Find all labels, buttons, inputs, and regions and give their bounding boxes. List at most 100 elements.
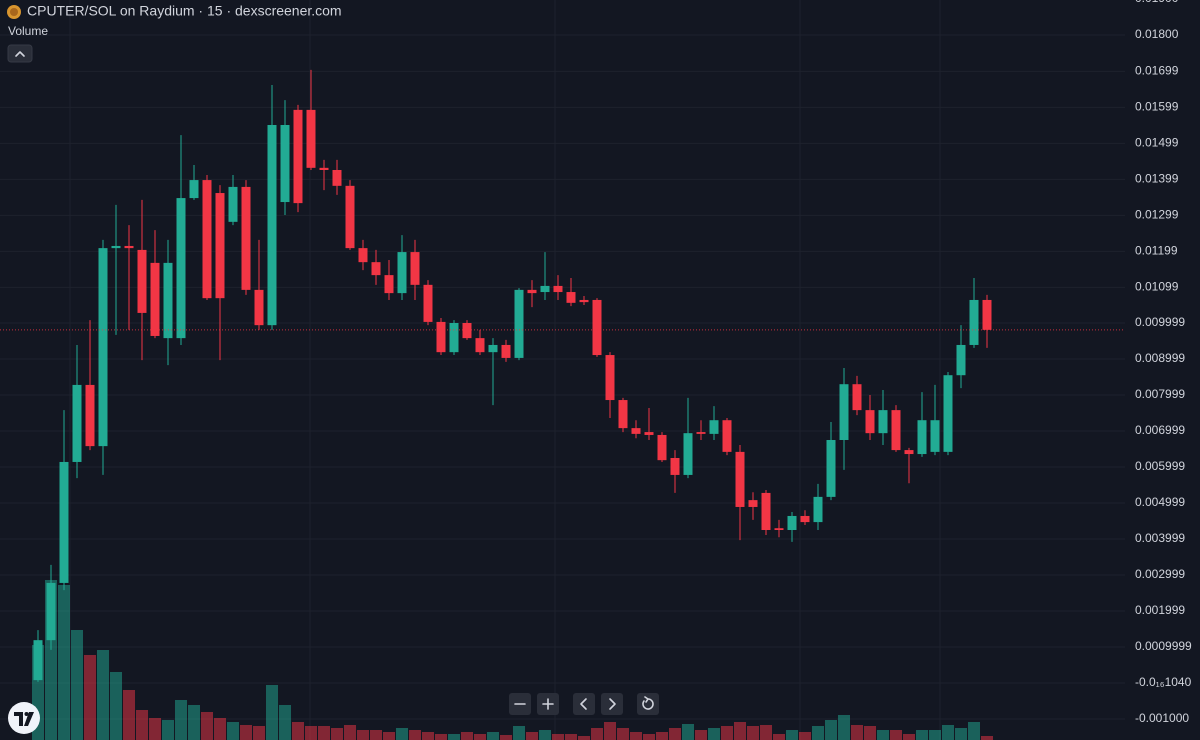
volume-bar	[617, 728, 629, 740]
volume-bar	[58, 585, 70, 740]
volume-bar	[318, 726, 330, 740]
candle-body	[709, 420, 719, 434]
candle-body	[527, 289, 537, 294]
volume-bar	[331, 728, 343, 740]
candle-body	[332, 169, 342, 186]
candle-body	[657, 434, 667, 461]
candle-body	[930, 420, 940, 452]
candle-body	[735, 451, 745, 507]
y-tick-label: -0.001000	[1135, 711, 1189, 725]
volume-bar	[396, 728, 408, 740]
button-bg	[573, 693, 595, 715]
volume-bar	[838, 715, 850, 740]
y-tick-label: 0.01199	[1135, 244, 1178, 258]
volume-bar	[279, 705, 291, 740]
price-axis: 0.01900 0.01800 0.01699 0.01599 0.01499 0.013…	[1135, 0, 1192, 725]
volume-bar	[110, 672, 122, 740]
candle-body	[748, 500, 758, 507]
chart-title: CPUTER/SOL on Raydium · 15 · dexscreener…	[27, 3, 342, 19]
volume-bar	[539, 730, 551, 740]
candle-body	[696, 432, 706, 434]
candle-body	[631, 428, 641, 434]
candle-body	[306, 109, 316, 168]
volume-bar	[383, 732, 395, 740]
candle-body	[410, 252, 420, 285]
volume-bar	[253, 726, 265, 740]
candle-body	[176, 198, 186, 339]
candle-body	[618, 400, 628, 429]
volume-bar	[955, 728, 967, 740]
y-tick-label: 0.01499	[1135, 136, 1179, 150]
candle-body	[592, 299, 602, 356]
candle-body	[202, 180, 212, 299]
candle-body	[670, 458, 680, 475]
volume-bar	[513, 726, 525, 740]
volume-bar	[903, 734, 915, 740]
scroll-left-button[interactable]	[573, 693, 595, 715]
candle-body	[683, 433, 693, 475]
volume-bar	[851, 725, 863, 740]
y-tick-label: 0.01800	[1135, 27, 1179, 41]
candle-body	[124, 245, 134, 249]
volume-bar	[435, 734, 447, 740]
candle-body	[553, 285, 563, 293]
candle-body	[85, 384, 95, 447]
volume-label: Volume	[8, 24, 48, 38]
candle-body	[865, 410, 875, 434]
candle-body	[163, 262, 173, 339]
volume-bar	[591, 728, 603, 740]
zoom-in-button[interactable]	[537, 693, 559, 715]
button-bg	[637, 693, 659, 715]
candle-body	[423, 284, 433, 322]
volume-bar	[916, 730, 928, 740]
candle-body	[111, 245, 121, 249]
volume-bar	[708, 728, 720, 740]
candle-body	[488, 344, 498, 353]
reset-icon	[642, 698, 654, 710]
collapse-button[interactable]	[7, 44, 33, 63]
candle-body	[943, 375, 953, 452]
candle-body	[228, 186, 238, 222]
y-tick-label: 0.01900	[1135, 0, 1179, 5]
volume-bar	[448, 734, 460, 740]
volume-bar	[630, 732, 642, 740]
candle-body	[904, 450, 914, 455]
volume-bar	[968, 722, 980, 740]
tradingview-logo[interactable]	[8, 702, 40, 734]
volume-bar	[370, 730, 382, 740]
candle-body	[436, 321, 446, 353]
y-tick-label: -0.0₁₆1040	[1135, 675, 1192, 689]
y-tick-label: 0.004999	[1135, 495, 1185, 509]
candle-body	[33, 640, 43, 681]
volume-bar	[760, 725, 772, 740]
candle-body	[358, 248, 368, 263]
volume-bar	[747, 726, 759, 740]
left-icon	[580, 698, 587, 710]
scroll-right-button[interactable]	[601, 693, 623, 715]
volume-bar	[682, 724, 694, 740]
reset-button[interactable]	[637, 693, 659, 715]
candle-body	[501, 344, 511, 358]
volume-bar	[84, 655, 96, 740]
zoom-out-button[interactable]	[509, 693, 531, 715]
volume-bar	[422, 732, 434, 740]
volume-bar	[97, 650, 109, 740]
y-tick-label: 0.002999	[1135, 567, 1185, 581]
candle-body	[462, 323, 472, 339]
volume-bar	[474, 734, 486, 740]
candle-body	[917, 420, 927, 455]
volume-bar	[227, 722, 239, 740]
y-tick-label: 0.0009999	[1135, 639, 1192, 653]
candle-body	[956, 344, 966, 376]
volume-bar	[721, 726, 733, 740]
candle-body	[150, 262, 160, 336]
collapse-icon	[15, 51, 25, 57]
candle-body	[644, 432, 654, 435]
volume-bar	[344, 725, 356, 740]
volume-bar	[357, 730, 369, 740]
candle-layer	[0, 69, 1125, 682]
y-tick-label: 0.006999	[1135, 423, 1185, 437]
candle-body	[579, 299, 589, 303]
candle-body	[839, 384, 849, 441]
